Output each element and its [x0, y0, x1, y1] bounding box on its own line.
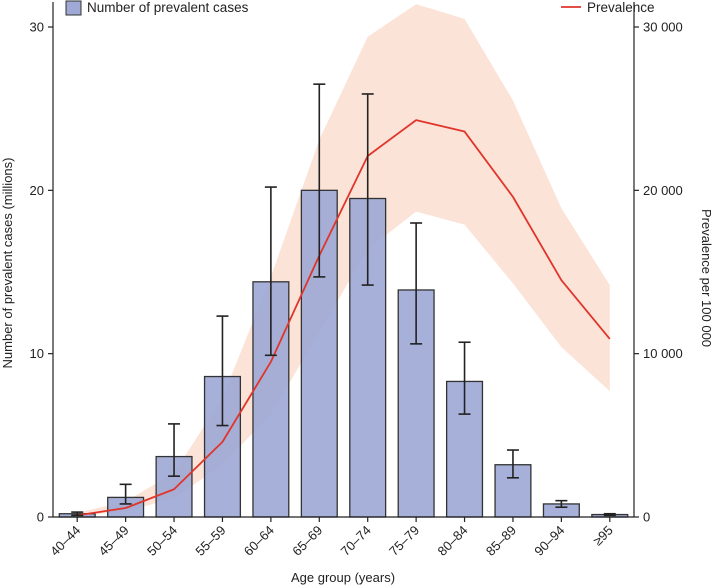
legend-bar-label: Number of prevalent cases [87, 0, 249, 15]
right-tick-label-2: 20 000 [643, 183, 683, 198]
x-tick-label-9: 85–89 [483, 523, 519, 559]
x-tick-label-8: 80–84 [434, 523, 470, 559]
left-tick-label-0: 0 [37, 510, 44, 525]
x-tick-label-7: 75–79 [386, 523, 422, 559]
x-tick-label-0: 40–44 [47, 523, 83, 559]
right-tick-label-0: 0 [643, 510, 650, 525]
left-tick-label-2: 20 [30, 183, 44, 198]
error-bar-8 [458, 341, 471, 415]
x-tick-label-3: 55–59 [192, 523, 228, 559]
x-tick-label-6: 70–74 [338, 523, 374, 559]
right-tick-label-3: 30 000 [643, 20, 683, 35]
legend-line-label: Prevalence [587, 0, 655, 15]
error-bar-10 [555, 499, 568, 509]
right-tick-label-1: 10 000 [643, 346, 683, 361]
left-tick-label-1: 10 [30, 346, 44, 361]
error-bar-3 [216, 315, 229, 427]
error-bar-2 [168, 423, 181, 477]
error-bar-0 [71, 511, 84, 517]
legend-bar-swatch [65, 0, 82, 16]
x-tick-label-5: 65–69 [289, 523, 325, 559]
prevalence-line [77, 119, 611, 517]
error-bar-7 [410, 222, 423, 345]
x-tick-label-10: 90–94 [531, 523, 567, 559]
left-tick-label-3: 30 [30, 20, 44, 35]
error-bar-5 [313, 83, 326, 278]
x-tick-label-4: 60–64 [241, 523, 277, 559]
x-tick-label-2: 50–54 [144, 523, 180, 559]
error-bar-6 [361, 93, 374, 286]
x-axis-title: Age group (years) [291, 570, 395, 585]
error-bar-4 [264, 186, 277, 357]
x-tick-label-1: 45–49 [96, 523, 132, 559]
error-bar-1 [119, 483, 132, 505]
error-bar-11 [603, 512, 616, 517]
error-bar-9 [506, 449, 519, 479]
left-y-axis-title: Number of prevalent cases (millions) [0, 158, 15, 369]
right-y-axis-title: Prevalence per 100 000 [699, 209, 714, 347]
x-tick-label-11: ≥95 [590, 523, 616, 549]
prevalence-uncertainty-band [77, 4, 610, 517]
